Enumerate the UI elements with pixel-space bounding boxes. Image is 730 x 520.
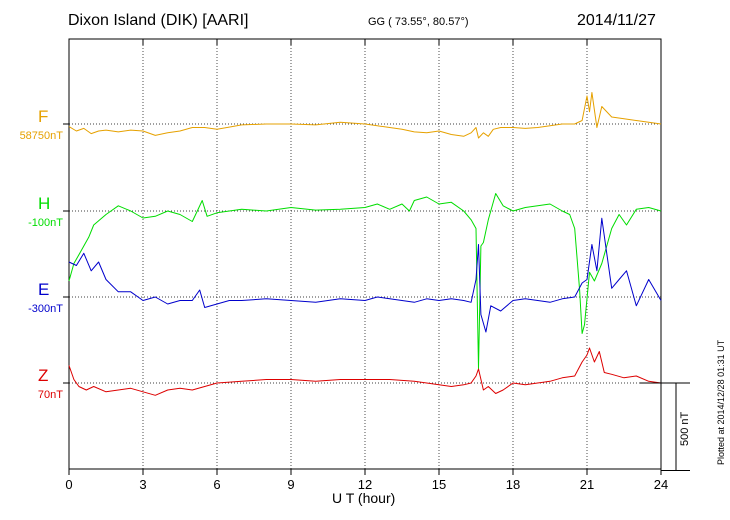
x-tick-label: 18 [506, 477, 520, 492]
geographic-coords: GG ( 73.55°, 80.57°) [368, 16, 469, 28]
x-tick-label: 6 [213, 477, 220, 492]
series-line-Z [68, 347, 662, 396]
x-tick-label: 24 [654, 477, 668, 492]
grid [63, 39, 661, 469]
x-axis-label: U T (hour) [332, 490, 396, 506]
x-tick-label: 15 [432, 477, 446, 492]
series-baseline-F: 58750nT [19, 130, 63, 142]
scale-bar [640, 382, 690, 471]
series-baseline-H: -100nT [28, 217, 63, 229]
x-tick-label: 21 [580, 477, 594, 492]
series-group [68, 92, 662, 396]
x-tick-label: 12 [358, 477, 372, 492]
plotted-timestamp: Plotted at 2014/12/28 01:31 UT [716, 339, 726, 465]
x-tick-label: 9 [287, 477, 294, 492]
series-line-H [68, 193, 662, 369]
plot-date: 2014/11/27 [577, 12, 656, 29]
x-tick-label: 3 [139, 477, 146, 492]
series-line-F [68, 92, 662, 139]
series-name-E: E [38, 280, 50, 299]
series-line-E [68, 217, 662, 333]
station-title: Dixon Island (DIK) [AARI] [68, 12, 249, 29]
scale-bar-label: 500 nT [679, 411, 691, 446]
x-axis-ticks: 0 3 6 9 12 15 18 21 24 [65, 39, 668, 492]
plot-frame [68, 38, 662, 470]
series-baseline-E: -300nT [28, 303, 63, 315]
series-baseline-Z: 70nT [37, 389, 63, 401]
x-tick-label: 0 [65, 477, 72, 492]
series-name-H: H [38, 194, 51, 213]
series-name-Z: Z [38, 366, 49, 385]
series-name-F: F [38, 107, 49, 126]
